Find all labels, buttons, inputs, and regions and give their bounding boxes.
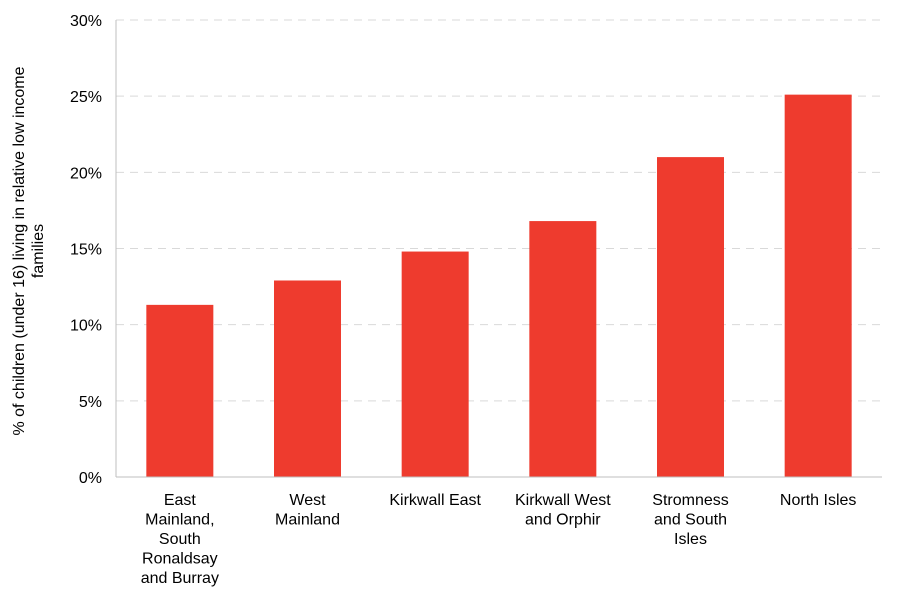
- x-tick-label: Kirkwall West and Orphir: [515, 492, 611, 529]
- x-tick-label: West Mainland: [275, 492, 340, 529]
- x-tick-label: East Mainland, South Ronaldsay and Burray: [141, 492, 219, 587]
- bar: [657, 157, 724, 477]
- y-tick-label: 25%: [70, 89, 102, 106]
- y-axis-title: % of children (under 16) living in relat…: [11, 66, 47, 435]
- y-tick-label: 5%: [79, 394, 102, 411]
- bars: [146, 94, 852, 477]
- bar: [274, 280, 341, 477]
- x-tick-label: Kirkwall East: [389, 492, 481, 509]
- category-labels: East Mainland, South Ronaldsay and Burray Wes…: [141, 492, 857, 587]
- y-axis-title-text: % of children (under 16) living in relat…: [11, 66, 47, 435]
- bar: [529, 221, 597, 477]
- x-tick-label: Stromness and South Isles: [652, 492, 728, 548]
- y-tick-label: 15%: [70, 242, 102, 259]
- y-axis-ticks: 0% 5% 10% 15% 20% 25% 30%: [70, 13, 102, 487]
- gridlines: [116, 19, 882, 402]
- y-tick-label: 20%: [70, 165, 102, 182]
- y-tick-label: 30%: [70, 13, 102, 30]
- y-tick-label: 10%: [70, 318, 102, 335]
- bar: [146, 304, 214, 477]
- axes: [115, 20, 882, 478]
- bar: [401, 251, 469, 477]
- y-tick-label: 0%: [79, 470, 102, 487]
- x-tick-label: North Isles: [780, 492, 856, 509]
- bar: [784, 94, 852, 477]
